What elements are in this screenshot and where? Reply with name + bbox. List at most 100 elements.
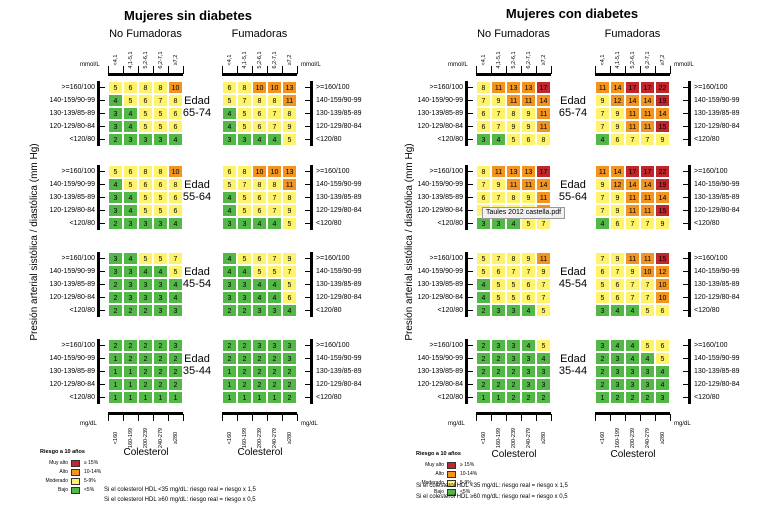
risk-cell: 5 xyxy=(536,304,551,317)
group-label-no-smoker: No Fumadoras xyxy=(109,28,182,40)
risk-cell: 1 xyxy=(123,365,138,378)
row-axis-bar xyxy=(310,252,313,317)
column-tick-mark-top xyxy=(595,66,596,74)
bp-label-left: 140-159/90-99 xyxy=(417,355,463,362)
risk-cell: 9 xyxy=(491,178,506,191)
bp-label-right: 120-129/80-84 xyxy=(316,381,362,388)
row-tick-mark xyxy=(468,184,473,185)
risk-cell: 2 xyxy=(476,365,491,378)
column-tick-mark-top xyxy=(625,66,626,74)
risk-cell: 3 xyxy=(168,304,183,317)
row-tick-mark xyxy=(468,371,473,372)
legend-swatch xyxy=(447,489,456,496)
column-tick-mark-top xyxy=(183,66,184,74)
risk-cell: 8 xyxy=(476,165,491,178)
risk-cell: 3 xyxy=(237,278,252,291)
bp-label-left: 120-129/80-84 xyxy=(417,381,463,388)
bp-label-left: <120/80 xyxy=(69,136,96,143)
risk-cell: 14 xyxy=(610,81,625,94)
chart-title: Mujeres con diabetes xyxy=(505,6,639,21)
legend-item-label: Muy alto xyxy=(49,460,68,466)
bp-label-right: >=160/100 xyxy=(316,168,350,175)
legend-item-label: Muy alto xyxy=(425,462,444,468)
risk-cell: 7 xyxy=(267,204,282,217)
risk-cell: 4 xyxy=(252,133,267,146)
bp-label-left: 140-159/90-99 xyxy=(417,181,463,188)
risk-cell: 2 xyxy=(476,352,491,365)
column-tick-mark-bottom xyxy=(183,414,184,421)
row-axis-bar xyxy=(465,252,468,317)
bp-label-right: <120/80 xyxy=(694,307,720,314)
row-tick-mark xyxy=(305,345,310,346)
risk-cell: 4 xyxy=(610,304,625,317)
risk-cell: 4 xyxy=(595,133,610,146)
risk-cell: 7 xyxy=(536,278,551,291)
risk-cell: 13 xyxy=(506,81,521,94)
bp-label-right: 120-129/80-84 xyxy=(694,207,740,214)
risk-cell: 6 xyxy=(138,94,153,107)
risk-cell: 12 xyxy=(610,94,625,107)
risk-cell: 11 xyxy=(625,204,640,217)
risk-cell: 6 xyxy=(222,165,237,178)
risk-cell: 7 xyxy=(168,252,183,265)
legend-item-label: Bajo xyxy=(57,487,68,493)
risk-cell: 9 xyxy=(655,133,670,146)
risk-cell: 3 xyxy=(252,304,267,317)
risk-cell: 3 xyxy=(108,252,123,265)
risk-cell: 1 xyxy=(222,378,237,391)
risk-cell: 13 xyxy=(282,81,297,94)
risk-cell: 7 xyxy=(640,217,655,230)
risk-cell: 7 xyxy=(267,252,282,265)
row-tick-mark xyxy=(100,397,105,398)
risk-cell: 3 xyxy=(237,133,252,146)
risk-cell: 5 xyxy=(282,133,297,146)
column-tick-mark-top xyxy=(551,66,552,74)
risk-cell: 4 xyxy=(123,252,138,265)
risk-cell: 6 xyxy=(123,165,138,178)
risk-cell: 17 xyxy=(625,165,640,178)
risk-cell: 10 xyxy=(168,81,183,94)
column-tick-mark-bottom xyxy=(536,414,537,421)
risk-cell: 5 xyxy=(123,94,138,107)
bp-label-right: 140-159/90-99 xyxy=(316,355,362,362)
risk-cell: 10 xyxy=(655,291,670,304)
column-axis-bar-bottom xyxy=(222,412,297,415)
risk-cell: 3 xyxy=(491,304,506,317)
risk-cell: 11 xyxy=(491,165,506,178)
row-tick-mark xyxy=(468,297,473,298)
risk-cell: 6 xyxy=(252,252,267,265)
risk-cell: 2 xyxy=(476,339,491,352)
bp-label-right: 140-159/90-99 xyxy=(316,181,362,188)
risk-cell: 4 xyxy=(237,265,252,278)
risk-cell: 4 xyxy=(138,265,153,278)
column-tick-mark-top xyxy=(640,66,641,74)
column-tick-mark-bottom xyxy=(138,414,139,421)
risk-cell: 1 xyxy=(222,365,237,378)
risk-cell: 1 xyxy=(108,391,123,404)
risk-cell: 4 xyxy=(625,339,640,352)
note-hdl-high: Si el colesterol HDL ≥60 mg/dL: riesgo r… xyxy=(104,497,256,503)
row-tick-mark xyxy=(305,358,310,359)
risk-cell: 3 xyxy=(138,291,153,304)
column-tick-mark-bottom xyxy=(108,414,109,421)
risk-cell: 11 xyxy=(640,191,655,204)
risk-cell: 4 xyxy=(222,191,237,204)
risk-cell: 6 xyxy=(595,265,610,278)
row-tick-mark xyxy=(468,345,473,346)
risk-cell: 3 xyxy=(123,217,138,230)
risk-cell: 6 xyxy=(476,120,491,133)
risk-cell: 5 xyxy=(222,94,237,107)
row-tick-mark xyxy=(468,210,473,211)
age-label: Edad 55-64 xyxy=(555,179,591,203)
risk-cell: 2 xyxy=(153,352,168,365)
risk-cell: 6 xyxy=(252,204,267,217)
risk-cell: 5 xyxy=(506,278,521,291)
risk-cell: 3 xyxy=(625,365,640,378)
risk-cell: 13 xyxy=(521,81,536,94)
bp-label-left: 130-139/85-89 xyxy=(417,194,463,201)
legend-item-range: ≥ 15% xyxy=(460,462,475,468)
risk-cell: 7 xyxy=(595,107,610,120)
risk-cell: 4 xyxy=(625,304,640,317)
risk-cell: 4 xyxy=(222,107,237,120)
risk-cell: 7 xyxy=(640,278,655,291)
